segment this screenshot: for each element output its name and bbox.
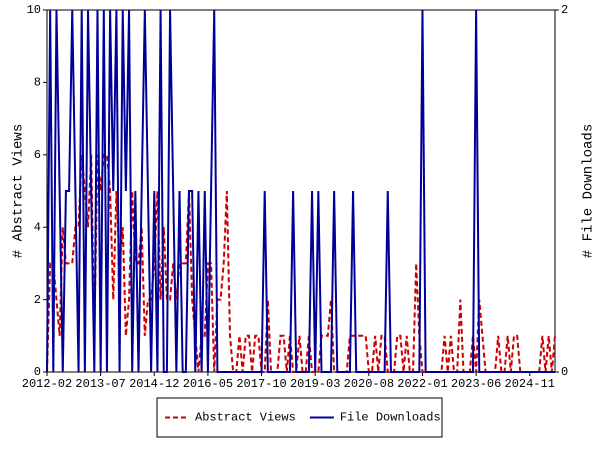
x-tick-label: 2023-06 <box>451 377 501 391</box>
x-tick-label: 2013-07 <box>75 377 125 391</box>
y2-axis-title: # File Downloads <box>581 124 597 258</box>
x-tick-label: 2017-10 <box>236 377 286 391</box>
x-tick-label: 2024-11 <box>505 377 555 391</box>
x-tick-label: 2014-12 <box>129 377 179 391</box>
y-tick-label: 6 <box>34 148 41 162</box>
y2-tick-label: 2 <box>561 3 568 17</box>
y2-tick-label: 0 <box>561 365 568 379</box>
x-tick-label: 2022-01 <box>397 377 447 391</box>
y-tick-label: 2 <box>34 293 41 307</box>
x-tick-label: 2019-03 <box>290 377 340 391</box>
y-tick-label: 0 <box>34 365 41 379</box>
y-tick-label: 8 <box>34 76 41 90</box>
legend-label: File Downloads <box>340 411 441 425</box>
legend-box <box>156 397 443 438</box>
legend-label: Abstract Views <box>195 411 296 425</box>
x-tick-label: 2020-08 <box>344 377 394 391</box>
x-tick-label: 2016-05 <box>183 377 233 391</box>
y-tick-label: 10 <box>27 3 41 17</box>
series-line <box>46 9 555 373</box>
y-tick-label: 4 <box>34 220 41 234</box>
y-axis-title: # Abstract Views <box>11 124 27 258</box>
x-tick-label: 2012-02 <box>22 377 72 391</box>
